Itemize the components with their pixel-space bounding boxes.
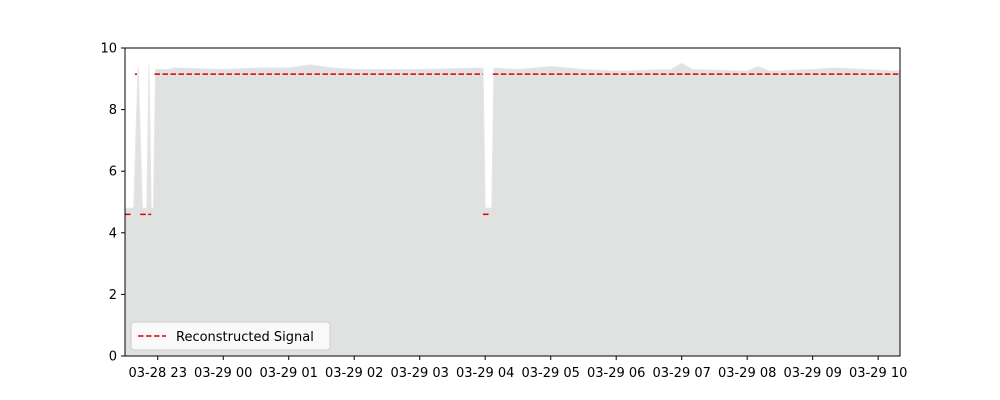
axes-layer: [124, 47, 901, 357]
y-tick-label-0: 0: [109, 350, 117, 365]
legend-box: [130, 321, 331, 351]
x-tick-label-9: 03-29 08: [718, 366, 776, 381]
plot-frame: [124, 47, 901, 357]
x-tick-label-6: 03-29 05: [521, 366, 579, 381]
x-tick-label-5: 03-29 04: [456, 366, 514, 381]
x-tick-label-0: 03-28 23: [129, 366, 187, 381]
area-series: [124, 62, 901, 357]
ticks-layer: 0 2 4 6 8 10 03-28 23 03-29 00 03-29 01 03-29 02 0…: [100, 42, 907, 382]
x-tick-label-3: 03-29 02: [325, 366, 383, 381]
x-tick-label-7: 03-29 06: [587, 366, 645, 381]
legend: Reconstructed Signal: [130, 321, 331, 351]
y-tick-label-5: 10: [100, 42, 117, 57]
x-tick-label-11: 03-29 10: [849, 366, 907, 381]
x-tick-label-8: 03-29 07: [652, 366, 710, 381]
x-tick-label-2: 03-29 01: [260, 366, 318, 381]
y-tick-label-2: 4: [109, 226, 117, 241]
signal-layer: [125, 73, 900, 216]
y-tick-label-4: 8: [109, 103, 117, 118]
x-tick-label-1: 03-29 00: [194, 366, 252, 381]
legend-label-reconstructed-signal: Reconstructed Signal: [176, 330, 314, 345]
y-tick-label-3: 6: [109, 165, 117, 180]
y-tick-label-1: 2: [109, 288, 117, 303]
x-tick-label-10: 03-29 09: [783, 366, 841, 381]
area-layer: [124, 62, 901, 357]
x-tick-label-4: 03-29 03: [390, 366, 448, 381]
